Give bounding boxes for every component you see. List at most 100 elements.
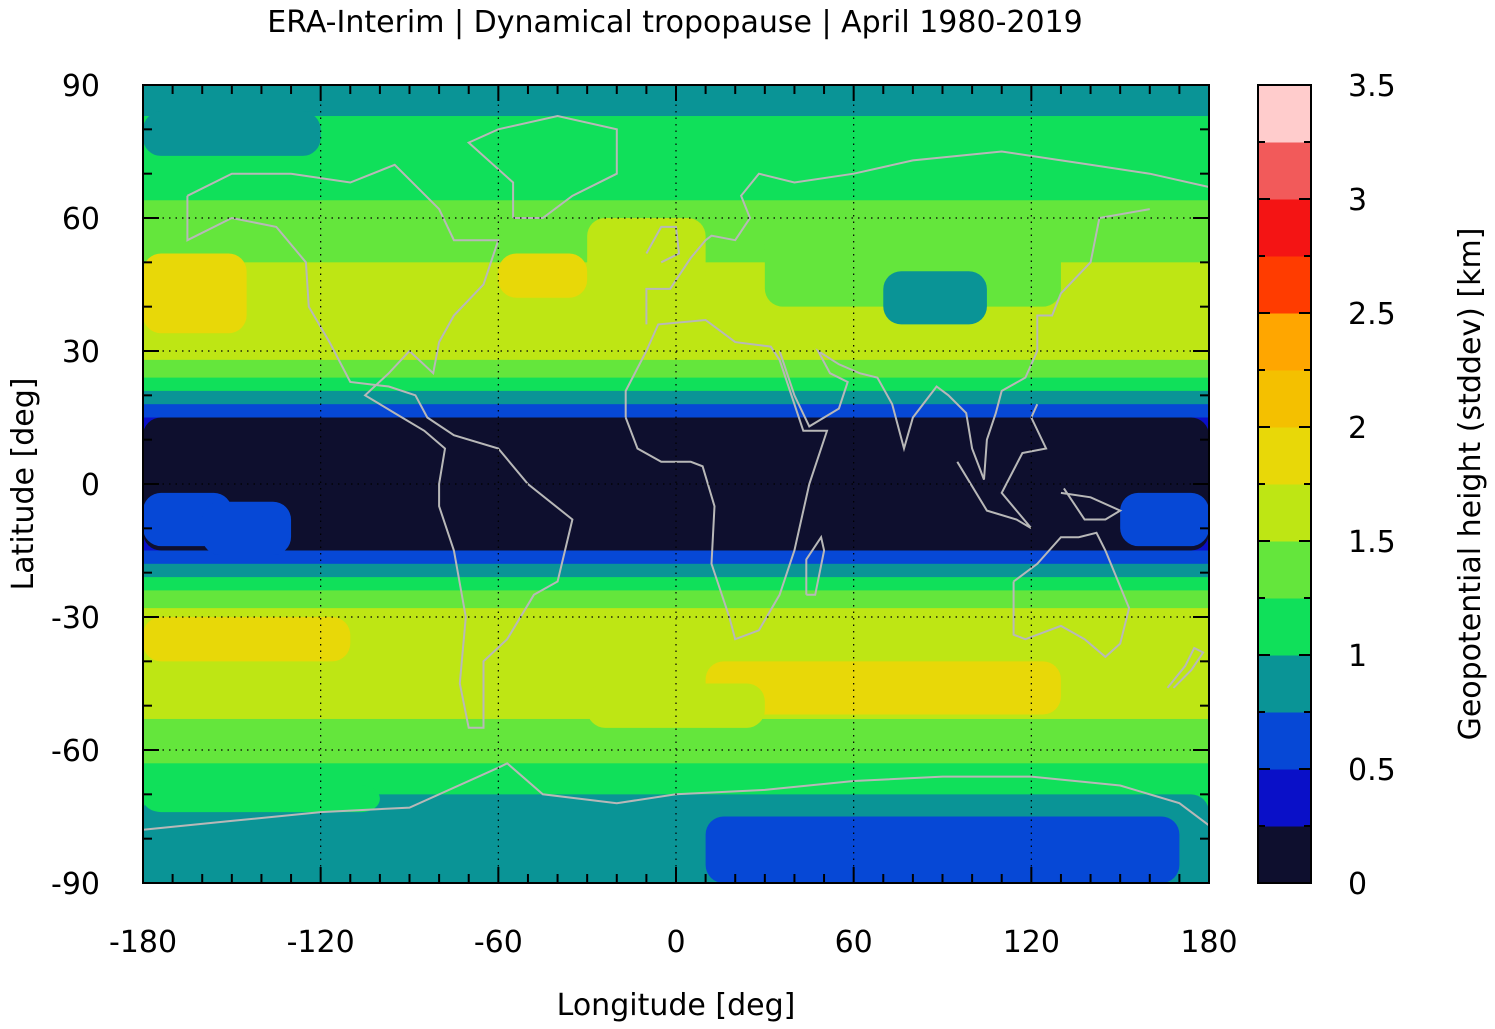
colorbar-swatch bbox=[1258, 256, 1311, 314]
data-band bbox=[143, 727, 1209, 733]
data-band bbox=[143, 160, 1209, 166]
data-band bbox=[143, 612, 1209, 618]
data-feature bbox=[143, 785, 380, 813]
data-band bbox=[143, 328, 1209, 334]
y-tick-label: 60 bbox=[62, 202, 100, 237]
coastline bbox=[466, 114, 618, 219]
colorbar-tick-label: 0.5 bbox=[1348, 753, 1396, 788]
y-tick-label: -60 bbox=[51, 734, 100, 769]
x-tick-label: 180 bbox=[1180, 925, 1237, 960]
x-tick-label: -60 bbox=[474, 925, 523, 960]
data-band bbox=[143, 142, 1209, 148]
data-feature bbox=[705, 816, 1180, 883]
data-band bbox=[143, 386, 1209, 392]
data-band bbox=[143, 306, 1209, 312]
data-band bbox=[143, 750, 1209, 756]
coastline bbox=[1166, 646, 1205, 689]
data-feature bbox=[143, 617, 351, 662]
y-axis: 90 60 30 0 -30 -60 -90 bbox=[51, 69, 1209, 902]
data-band bbox=[143, 599, 1209, 605]
data-feature bbox=[587, 218, 706, 298]
data-band bbox=[143, 155, 1209, 161]
data-band bbox=[143, 333, 1209, 339]
data-band bbox=[143, 404, 1209, 410]
data-feature bbox=[498, 253, 588, 298]
colorbar-swatch bbox=[1258, 484, 1311, 542]
data-feature bbox=[883, 271, 987, 325]
x-tick-label: -180 bbox=[109, 925, 177, 960]
x-axis: -180 -120 -60 0 60 120 180 bbox=[109, 85, 1238, 960]
data-band bbox=[143, 120, 1209, 126]
data-band bbox=[143, 355, 1209, 361]
data-band bbox=[143, 337, 1209, 343]
data-feature bbox=[143, 253, 247, 334]
data-band bbox=[143, 182, 1209, 188]
colorbar-swatch bbox=[1258, 370, 1311, 428]
x-tick-label: -120 bbox=[287, 925, 355, 960]
data-band bbox=[143, 178, 1209, 184]
colorbar-label: Geopotential height (stddev) [km] bbox=[1453, 228, 1488, 741]
data-band bbox=[143, 346, 1209, 352]
data-band bbox=[143, 559, 1209, 565]
x-tick-label: 60 bbox=[835, 925, 873, 960]
data-band bbox=[143, 315, 1209, 321]
coastline bbox=[624, 318, 829, 641]
data-band bbox=[143, 732, 1209, 738]
data-band bbox=[143, 164, 1209, 170]
colorbar-swatch bbox=[1258, 199, 1311, 257]
coastline bbox=[1060, 487, 1123, 521]
data-feature bbox=[764, 218, 1061, 307]
data-band bbox=[143, 763, 1209, 769]
data-band bbox=[143, 204, 1209, 210]
data-band bbox=[143, 209, 1209, 215]
data-band bbox=[143, 621, 1209, 627]
data-feature bbox=[1120, 492, 1209, 547]
data-band bbox=[143, 652, 1209, 658]
data-band bbox=[143, 373, 1209, 379]
data-band bbox=[143, 679, 1209, 685]
coastline bbox=[956, 403, 1048, 530]
coastline bbox=[645, 150, 1209, 325]
y-tick-label: 30 bbox=[62, 335, 100, 370]
colorbar-swatch bbox=[1258, 655, 1311, 713]
data-band bbox=[143, 625, 1209, 631]
colorbar-tick-label: 2.5 bbox=[1348, 297, 1396, 332]
data-band bbox=[143, 656, 1209, 662]
colorbar-tick-label: 0 bbox=[1348, 867, 1367, 902]
data-band bbox=[143, 147, 1209, 153]
data-band bbox=[143, 665, 1209, 671]
data-feature bbox=[143, 111, 321, 156]
colorbar: 0 0.5 1 1.5 2 2.5 3 3.5 bbox=[1257, 69, 1396, 902]
x-tick-label: 120 bbox=[1003, 925, 1060, 960]
coastlines bbox=[143, 114, 1209, 831]
data-band bbox=[143, 554, 1209, 560]
data-band bbox=[143, 617, 1209, 623]
data-band bbox=[143, 781, 1209, 787]
y-tick-label: -30 bbox=[51, 601, 100, 636]
data-band bbox=[143, 169, 1209, 175]
colorbar-tick-label: 3.5 bbox=[1348, 69, 1396, 104]
data-band bbox=[143, 568, 1209, 574]
data-band bbox=[143, 195, 1209, 201]
y-axis-label: Latitude [deg] bbox=[6, 378, 41, 591]
data-band bbox=[143, 572, 1209, 578]
data-band bbox=[143, 767, 1209, 773]
data-band bbox=[143, 608, 1209, 614]
data-band bbox=[143, 413, 1209, 419]
data-band bbox=[143, 594, 1209, 600]
data-band bbox=[143, 776, 1209, 782]
data-feature bbox=[202, 501, 292, 555]
grid-lines bbox=[143, 85, 1209, 883]
x-tick-label: 0 bbox=[666, 925, 685, 960]
data-feature bbox=[587, 683, 765, 728]
data-band bbox=[143, 789, 1209, 795]
data-band bbox=[143, 741, 1209, 747]
y-tick-label: 0 bbox=[81, 468, 100, 503]
data-band bbox=[143, 754, 1209, 760]
data-band bbox=[143, 585, 1209, 591]
colorbar-tick-label: 1 bbox=[1348, 639, 1367, 674]
colorbar-swatch bbox=[1258, 541, 1311, 599]
data-band bbox=[143, 399, 1209, 405]
data-band bbox=[143, 377, 1209, 383]
